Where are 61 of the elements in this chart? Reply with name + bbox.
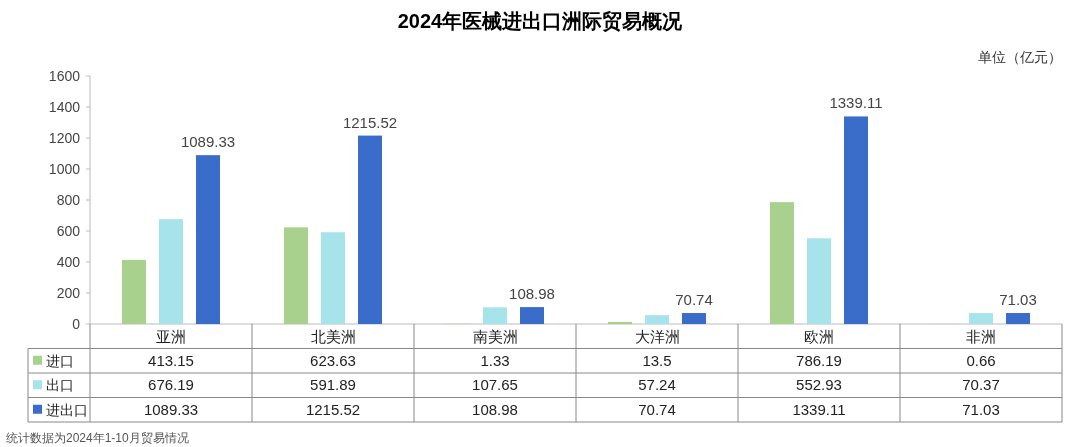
data-label: 71.03 (962, 400, 1000, 418)
y-tick-label: 1600 (48, 68, 81, 84)
y-tick-label: 800 (56, 192, 81, 208)
x-tick-label: 大洋洲 (634, 328, 680, 346)
data-label: 676.19 (148, 376, 194, 394)
annotation: 1215.52 (342, 113, 398, 131)
data-label: 70.74 (638, 400, 676, 418)
bar (1006, 312, 1030, 324)
data-label: 413.15 (148, 351, 194, 369)
bar (196, 155, 220, 324)
text: 统计数据为2024年1-10月贸易情况 (6, 431, 189, 445)
legend-label: 出口 (46, 377, 74, 394)
x-tick-label: 亚洲 (156, 328, 186, 346)
annotation: 1339.11 (829, 94, 883, 112)
bar (321, 232, 345, 324)
bar (483, 307, 507, 324)
y-tick-label: 200 (56, 285, 81, 301)
x-tick-label: 南美洲 (472, 328, 518, 346)
bar (770, 202, 794, 324)
data-label: 108.98 (472, 400, 518, 418)
bar (122, 259, 146, 324)
y-axis-title: 单位（亿元） (978, 49, 1062, 65)
bar (608, 321, 632, 324)
legend-label: 进出口 (46, 401, 88, 418)
y-tick-label: 1000 (48, 161, 81, 177)
data-label: 57.24 (638, 376, 676, 394)
bar (844, 116, 868, 324)
y-tick-label: 400 (56, 254, 81, 270)
data-label: 623.63 (310, 351, 356, 369)
bar (969, 313, 993, 324)
bar (284, 227, 308, 324)
data-label: 1.33 (480, 351, 510, 369)
chart-title: 2024年医械进出口洲际贸易概况 (397, 10, 684, 32)
x-tick-label: 欧洲 (804, 328, 834, 346)
data-label: 1089.33 (143, 400, 199, 418)
bar (807, 238, 831, 324)
y-tick-label: 600 (56, 223, 81, 239)
data-label: 1215.52 (305, 400, 361, 418)
data-label: 107.65 (472, 376, 518, 394)
x-tick-label: 北美洲 (310, 328, 356, 346)
legend-label: 进口 (46, 352, 74, 369)
y-tick-label: 1200 (48, 130, 81, 146)
bar (520, 307, 544, 324)
annotation: 108.98 (509, 285, 555, 303)
data-label: 552.93 (796, 376, 842, 394)
data-label: 70.37 (962, 376, 1000, 394)
bar (645, 315, 669, 324)
data-label: 0.66 (966, 351, 996, 369)
y-tick-label: 0 (72, 316, 81, 332)
annotation: 1089.33 (180, 133, 236, 151)
data-label: 1339.11 (792, 400, 846, 418)
bar (682, 313, 706, 324)
annotation: 71.03 (999, 290, 1037, 308)
bar (358, 135, 382, 324)
data-label: 786.19 (796, 351, 842, 369)
data-label: 13.5 (642, 351, 672, 369)
annotation: 70.74 (675, 291, 713, 309)
y-tick-label: 1400 (48, 99, 81, 115)
data-label: 591.89 (310, 376, 356, 394)
x-tick-label: 非洲 (966, 328, 996, 346)
bar (159, 219, 183, 324)
